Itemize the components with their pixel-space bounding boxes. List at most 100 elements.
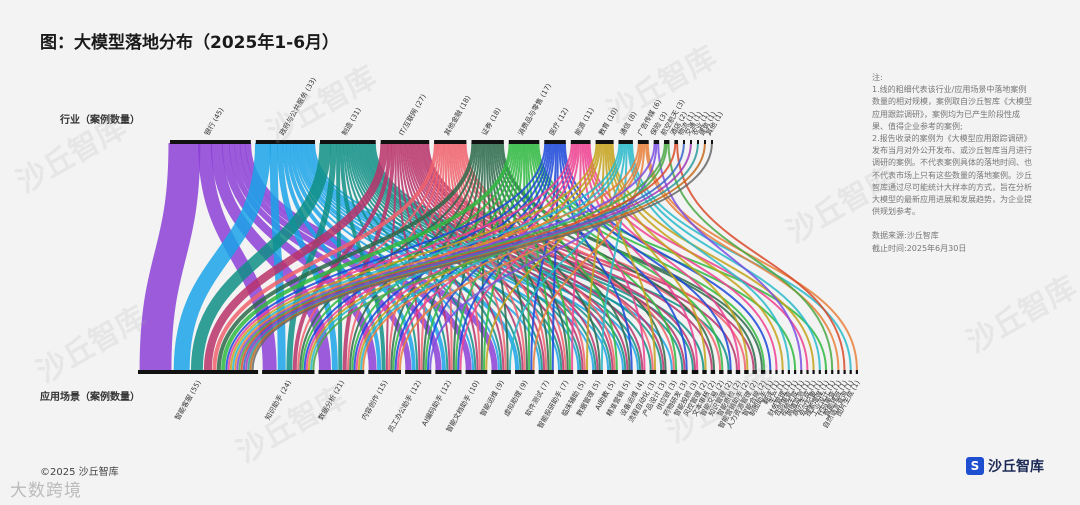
target-label: 智能客服 (55) [173, 378, 203, 421]
target-node [138, 370, 259, 374]
target-node [691, 370, 699, 374]
target-node [621, 370, 633, 374]
bottom-watermark-logo: 大数跨境 [10, 481, 82, 501]
notes-panel: 注: 1.线的粗细代表该行业/应用场景中落地案例 数量的相对规模，案例取自沙丘智… [872, 72, 1047, 255]
flow-link [312, 142, 668, 371]
source-label: IT/互联网 (27) [397, 92, 428, 137]
copyright: ©2025 沙丘智库 [40, 467, 119, 478]
target-node [855, 370, 858, 374]
target-node [837, 370, 840, 374]
target-node [592, 370, 603, 374]
source-node [683, 140, 685, 144]
flow-link [286, 142, 337, 371]
notes-line: 1.线的粗细代表该行业/应用场景中落地案例 [872, 85, 1027, 95]
flow-link [608, 142, 749, 371]
flow-link [139, 142, 201, 371]
source-node [471, 140, 504, 144]
target-label: 内容创作 (15) [359, 378, 389, 421]
flow-link [301, 142, 515, 371]
flow-link [238, 142, 666, 371]
flow-link [277, 142, 338, 371]
flow-link [190, 142, 332, 371]
target-node [800, 370, 803, 374]
notes-line: 数量的相对规模，案例取自沙丘智库《大模型 [872, 97, 1032, 107]
target-axis-label: 应用场景（案例数量） [40, 392, 140, 403]
target-node [702, 370, 707, 374]
notes-line: 发布当月对外公开发布、或沙丘智库当月进行 [872, 146, 1032, 156]
source-label: 教育 (10) [597, 106, 620, 137]
source-node [170, 140, 251, 144]
flow-link [216, 142, 476, 371]
flow-link [221, 142, 513, 371]
flow-link [585, 142, 741, 371]
source-node [664, 140, 670, 144]
target-node [727, 370, 732, 374]
flow-link [457, 142, 556, 371]
source-label: 能源 (11) [573, 106, 596, 137]
flow-link [399, 142, 644, 371]
target-node [849, 370, 852, 374]
source-node [637, 140, 649, 144]
flow-link [343, 142, 419, 371]
flow-link [225, 142, 547, 371]
flow-link [249, 142, 706, 371]
notes-heading: 注: [872, 73, 883, 82]
flow-link [229, 142, 598, 371]
flow-link [282, 142, 382, 371]
flow-link [345, 142, 449, 371]
target-node [787, 370, 790, 374]
flow-link [347, 142, 442, 371]
target-node [465, 370, 488, 374]
flow-link [173, 142, 271, 371]
source-node [255, 140, 315, 144]
target-label: AI编码助手 (12) [420, 378, 454, 427]
flow-link [526, 142, 571, 371]
notes-line: 2.报告收录的案例为《大模型应用跟踪调研》 [872, 134, 1032, 144]
flow-link [247, 142, 699, 371]
flow-link [562, 142, 732, 371]
source-node [544, 140, 566, 144]
flow-link [611, 142, 815, 371]
flow-link [459, 142, 654, 371]
target-node [491, 370, 511, 374]
flow-link [245, 142, 692, 371]
target-node [752, 370, 757, 374]
notes-line: 调研的案例。不代表案例具体的落地时间、也 [872, 158, 1032, 168]
target-node [262, 370, 315, 374]
target-node [812, 370, 815, 374]
flow-link [232, 142, 621, 371]
flow-link [496, 142, 667, 371]
target-node [824, 370, 828, 374]
target-node [670, 370, 678, 374]
target-label: 知识助手 (24) [263, 378, 293, 421]
target-node [318, 370, 365, 374]
flow-link [528, 142, 618, 371]
source-node [570, 140, 591, 144]
source-label: 制造 (31) [340, 106, 363, 137]
flows [139, 142, 858, 371]
source-node [711, 140, 713, 144]
source-node [618, 140, 633, 144]
source-node [690, 140, 692, 144]
notes-line: 供规划参考。 [872, 207, 920, 217]
flow-link [487, 142, 528, 371]
source-node [434, 140, 467, 144]
flow-link [462, 142, 722, 371]
flow-link [485, 142, 509, 371]
flow-link [236, 142, 656, 371]
target-node [831, 370, 834, 374]
flow-link [429, 142, 658, 371]
notes-line: 应用跟踪调研》，案例均为已产生阶段性成 [872, 109, 1020, 119]
notes-line: 大模型的最新应用进展和发展趋势，为企业提 [872, 195, 1032, 205]
target-node [681, 370, 688, 374]
flow-link [242, 142, 685, 371]
source-label: 政府与公共服务 (33) [277, 75, 318, 137]
flow-link [645, 142, 840, 371]
source-node [595, 140, 614, 144]
target-node [405, 370, 432, 374]
target-node [843, 370, 846, 374]
target-node [806, 370, 809, 374]
flow-link [362, 142, 642, 371]
target-node [538, 370, 554, 374]
flow-link [646, 142, 858, 371]
